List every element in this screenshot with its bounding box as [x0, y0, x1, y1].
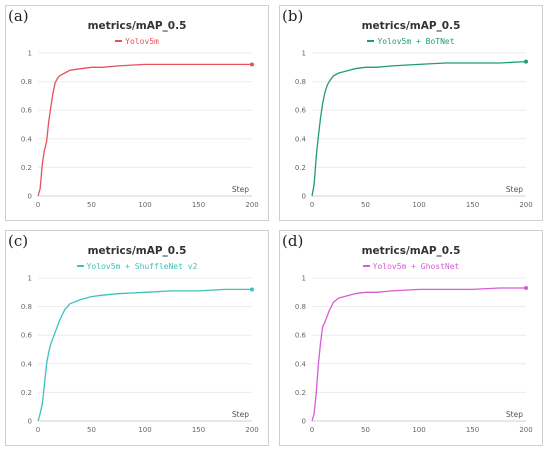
x-axis-label: Step	[232, 410, 249, 419]
legend-label: Yolov5m + BoTNet	[377, 37, 455, 46]
chart-title: metrics/mAP_0.5	[87, 245, 187, 257]
legend: Yolov5m	[6, 37, 268, 47]
y-tick-label: 1	[28, 275, 32, 283]
x-tick-label: 150	[466, 201, 479, 209]
y-tick-label: 0.2	[295, 164, 306, 172]
y-tick-label: 0.8	[295, 78, 306, 86]
series-end-marker	[524, 59, 528, 64]
plot-area: 0 0.2 0.4 0.6 0.8 1 0 50 100 150 200 Step	[295, 275, 533, 435]
x-tick-label: 200	[245, 201, 258, 209]
chart-title: metrics/mAP_0.5	[361, 20, 461, 32]
legend-swatch	[367, 39, 375, 42]
y-tick-label: 0.6	[295, 332, 307, 340]
x-axis-label: Step	[506, 410, 523, 419]
y-tick-label: 0.2	[21, 389, 32, 397]
chart-panel-c: (c) metrics/mAP_0.5 Yolov5m + ShuffleNet…	[5, 230, 269, 446]
panel-label: (b)	[282, 7, 304, 25]
x-tick-label: 0	[310, 201, 314, 209]
legend-swatch	[362, 264, 370, 267]
x-tick-label: 150	[192, 426, 205, 434]
y-tick-label: 0.8	[21, 303, 32, 311]
y-tick-label: 0.8	[21, 78, 32, 86]
x-axis-label: Step	[506, 185, 523, 194]
series-end-marker	[250, 62, 254, 67]
chart-panel-a: (a) metrics/mAP_0.5 Yolov5m 0 0.2 0.4 0.6 0.…	[5, 5, 269, 221]
y-tick-label: 0.4	[21, 360, 33, 368]
x-tick-label: 200	[519, 426, 532, 434]
y-tick-label: 1	[302, 275, 306, 283]
y-tick-label: 0.6	[21, 332, 33, 340]
x-axis-label: Step	[232, 185, 249, 194]
y-tick-label: 1	[302, 50, 306, 58]
x-tick-label: 50	[87, 201, 96, 209]
y-tick-label: 0.2	[21, 164, 32, 172]
x-tick-label: 50	[361, 201, 370, 209]
series-line	[37, 63, 252, 197]
plot-area: 0 0.2 0.4 0.6 0.8 1 0 50 100 150 200 Step	[295, 50, 533, 210]
x-tick-label: 100	[412, 201, 425, 209]
legend-label: Yolov5m + GhostNet	[372, 262, 460, 271]
y-tick-label: 0	[28, 193, 32, 201]
x-tick-label: 0	[310, 426, 314, 434]
legend: Yolov5m + GhostNet	[280, 262, 542, 272]
y-tick-label: 0.6	[295, 107, 307, 115]
y-tick-label: 1	[28, 50, 32, 58]
y-tick-label: 0	[28, 418, 32, 426]
chart-title: metrics/mAP_0.5	[87, 20, 187, 32]
series-line	[311, 287, 526, 422]
y-tick-label: 0	[302, 193, 306, 201]
chart-panel-d: (d) metrics/mAP_0.5 Yolov5m + GhostNet 0…	[279, 230, 543, 446]
legend-label: Yolov5m + ShuffleNet v2	[86, 262, 198, 271]
series-end-marker	[524, 286, 528, 291]
x-tick-label: 50	[87, 426, 96, 434]
y-tick-label: 0.4	[295, 135, 307, 143]
series-end-marker	[250, 287, 254, 292]
x-tick-label: 200	[519, 201, 532, 209]
x-tick-label: 50	[361, 426, 370, 434]
chart-title: metrics/mAP_0.5	[361, 245, 461, 257]
panel-label: (c)	[8, 232, 29, 250]
chart-panel-b: (b) metrics/mAP_0.5 Yolov5m + BoTNet 0 0.…	[279, 5, 543, 221]
series-line	[37, 288, 252, 422]
x-tick-label: 200	[245, 426, 258, 434]
x-tick-label: 0	[36, 426, 40, 434]
x-tick-label: 0	[36, 201, 40, 209]
series-line	[311, 60, 527, 197]
y-tick-label: 0.4	[295, 360, 307, 368]
legend: Yolov5m + ShuffleNet v2	[6, 262, 268, 272]
x-tick-label: 100	[138, 426, 151, 434]
legend-label: Yolov5m	[125, 37, 159, 46]
y-tick-label: 0.4	[21, 135, 33, 143]
panel-label: (a)	[8, 7, 29, 25]
y-tick-label: 0.6	[21, 107, 33, 115]
x-tick-label: 100	[412, 426, 425, 434]
legend-swatch	[115, 39, 123, 42]
y-tick-label: 0	[302, 418, 306, 426]
legend-swatch	[76, 264, 84, 267]
y-tick-label: 0.8	[295, 303, 306, 311]
x-tick-label: 150	[466, 426, 479, 434]
legend: Yolov5m + BoTNet	[280, 37, 542, 47]
plot-area: 0 0.2 0.4 0.6 0.8 1 0 50 100 150 200 Step	[21, 275, 259, 435]
y-tick-label: 0.2	[295, 389, 306, 397]
x-tick-label: 150	[192, 201, 205, 209]
x-tick-label: 100	[138, 201, 151, 209]
panel-label: (d)	[282, 232, 304, 250]
plot-area: 0 0.2 0.4 0.6 0.8 1 0 50 100 150 200 Step	[21, 50, 259, 210]
